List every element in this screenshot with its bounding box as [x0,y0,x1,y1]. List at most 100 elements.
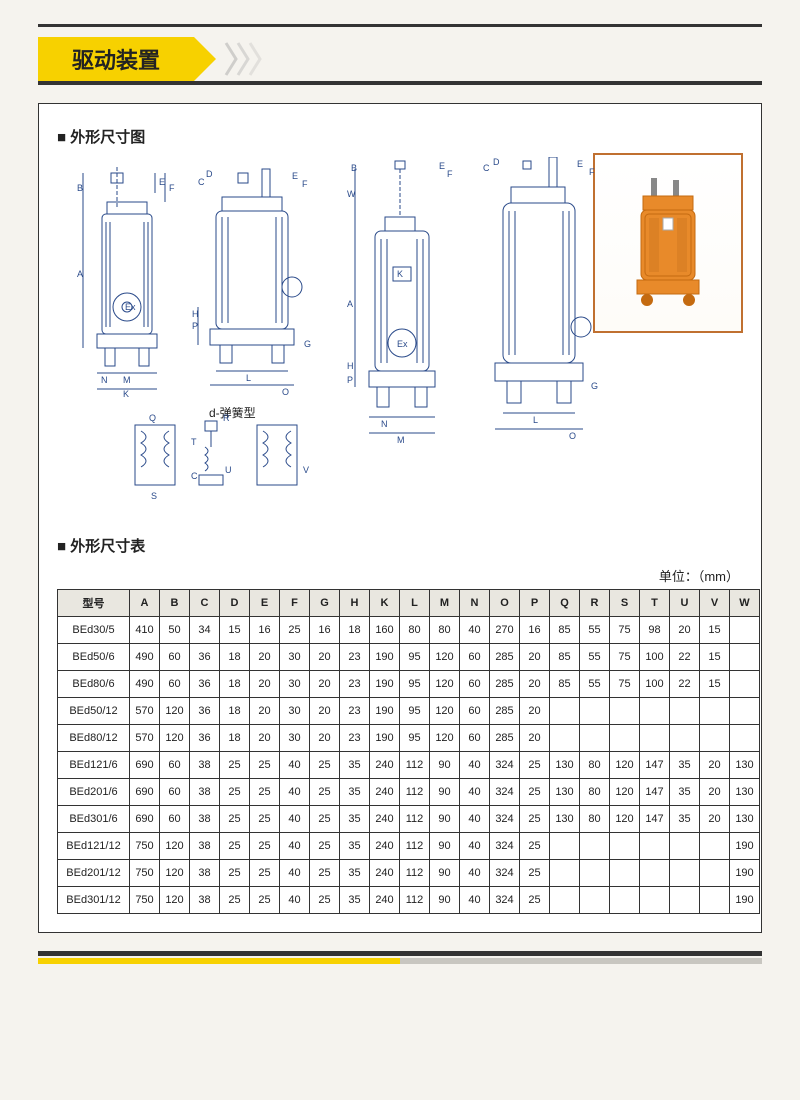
table-cell: 25 [220,779,250,806]
table-cell: 120 [430,671,460,698]
svg-text:Q: Q [149,413,156,423]
table-cell: 40 [460,833,490,860]
table-row: BEd80/1257012036182030202319095120602852… [58,725,760,752]
table-cell: 120 [160,725,190,752]
table-cell: 38 [190,833,220,860]
table-cell: 240 [370,887,400,914]
svg-text:E: E [292,171,298,181]
table-cell: 285 [490,671,520,698]
table-cell [700,860,730,887]
table-row: BEd301/669060382525402535240112904032425… [58,806,760,833]
table-col-header: B [160,590,190,617]
table-cell: 80 [430,617,460,644]
diagram-side-left: CD EF P H L O G [192,167,322,397]
svg-text:F: F [169,183,175,193]
table-cell: 25 [520,860,550,887]
diagram-section-title: 外形尺寸图 [57,126,743,147]
svg-text:R: R [223,413,230,423]
table-cell: 750 [130,887,160,914]
table-cell: 95 [400,725,430,752]
svg-text:B: B [77,183,83,193]
table-cell [550,698,580,725]
top-rule [38,24,762,27]
svg-text:F: F [447,169,453,179]
table-cell: 120 [160,887,190,914]
table-cell: 60 [160,644,190,671]
table-cell: 18 [220,671,250,698]
table-cell-model: BEd121/6 [58,752,130,779]
table-cell: 120 [160,833,190,860]
table-cell: 30 [280,725,310,752]
svg-text:W: W [347,189,356,199]
table-cell: 40 [280,860,310,887]
table-cell: 160 [370,617,400,644]
table-cell: 40 [460,752,490,779]
table-cell: 25 [520,779,550,806]
table-cell [550,833,580,860]
table-cell: 570 [130,698,160,725]
table-cell: 190 [370,725,400,752]
table-header-row: 型号ABCDEFGHKLMNOPQRSTUVW [58,590,760,617]
table-col-header: L [400,590,430,617]
table-cell [670,833,700,860]
table-cell: 25 [310,752,340,779]
diagram-area: Ex B E F A N M K [57,157,743,517]
table-cell: 18 [220,644,250,671]
table-cell: 40 [460,779,490,806]
table-cell: 25 [220,806,250,833]
svg-text:H: H [192,309,199,319]
table-cell [580,833,610,860]
table-cell: 750 [130,860,160,887]
svg-text:F: F [589,167,595,177]
table-cell: 20 [700,752,730,779]
table-cell: 120 [430,725,460,752]
table-row: BEd201/127501203825254025352401129040324… [58,860,760,887]
table-cell: 20 [520,671,550,698]
bottom-rule-dark [38,951,762,956]
table-cell: 80 [580,806,610,833]
table-cell [730,698,760,725]
svg-text:S: S [151,491,157,501]
table-cell: 690 [130,752,160,779]
table-cell: 38 [190,860,220,887]
svg-text:C: C [198,177,205,187]
table-cell: 25 [310,806,340,833]
table-cell-model: BEd80/6 [58,671,130,698]
table-cell: 147 [640,752,670,779]
diagram-side-right: CD EF L O G [477,157,607,457]
table-row: BEd121/127501203825254025352401129040324… [58,833,760,860]
table-cell: 25 [220,752,250,779]
header-tab: 驱动装置 [38,37,194,81]
table-cell: 90 [430,806,460,833]
table-col-header: F [280,590,310,617]
svg-text:M: M [123,375,131,385]
svg-text:G: G [591,381,598,391]
table-cell: 190 [370,644,400,671]
svg-text:K: K [123,389,129,397]
table-cell: 35 [340,752,370,779]
table-cell: 23 [340,725,370,752]
table-cell: 20 [700,779,730,806]
table-cell: 50 [160,617,190,644]
table-cell: 130 [550,779,580,806]
table-col-header: P [520,590,550,617]
table-cell: 90 [430,752,460,779]
table-cell: 750 [130,833,160,860]
table-cell [700,698,730,725]
table-cell: 36 [190,644,220,671]
table-cell: 25 [310,779,340,806]
table-cell: 25 [250,779,280,806]
table-cell: 40 [460,806,490,833]
table-col-header: T [640,590,670,617]
table-col-header: A [130,590,160,617]
svg-text:E: E [439,161,445,171]
table-cell: 90 [430,887,460,914]
table-cell: 120 [430,644,460,671]
header-title: 驱动装置 [72,43,160,75]
table-col-header: V [700,590,730,617]
table-cell: 100 [640,671,670,698]
table-row: BEd30/5410503415162516181608080402701685… [58,617,760,644]
table-cell [640,887,670,914]
table-cell: 55 [580,671,610,698]
table-cell [670,860,700,887]
